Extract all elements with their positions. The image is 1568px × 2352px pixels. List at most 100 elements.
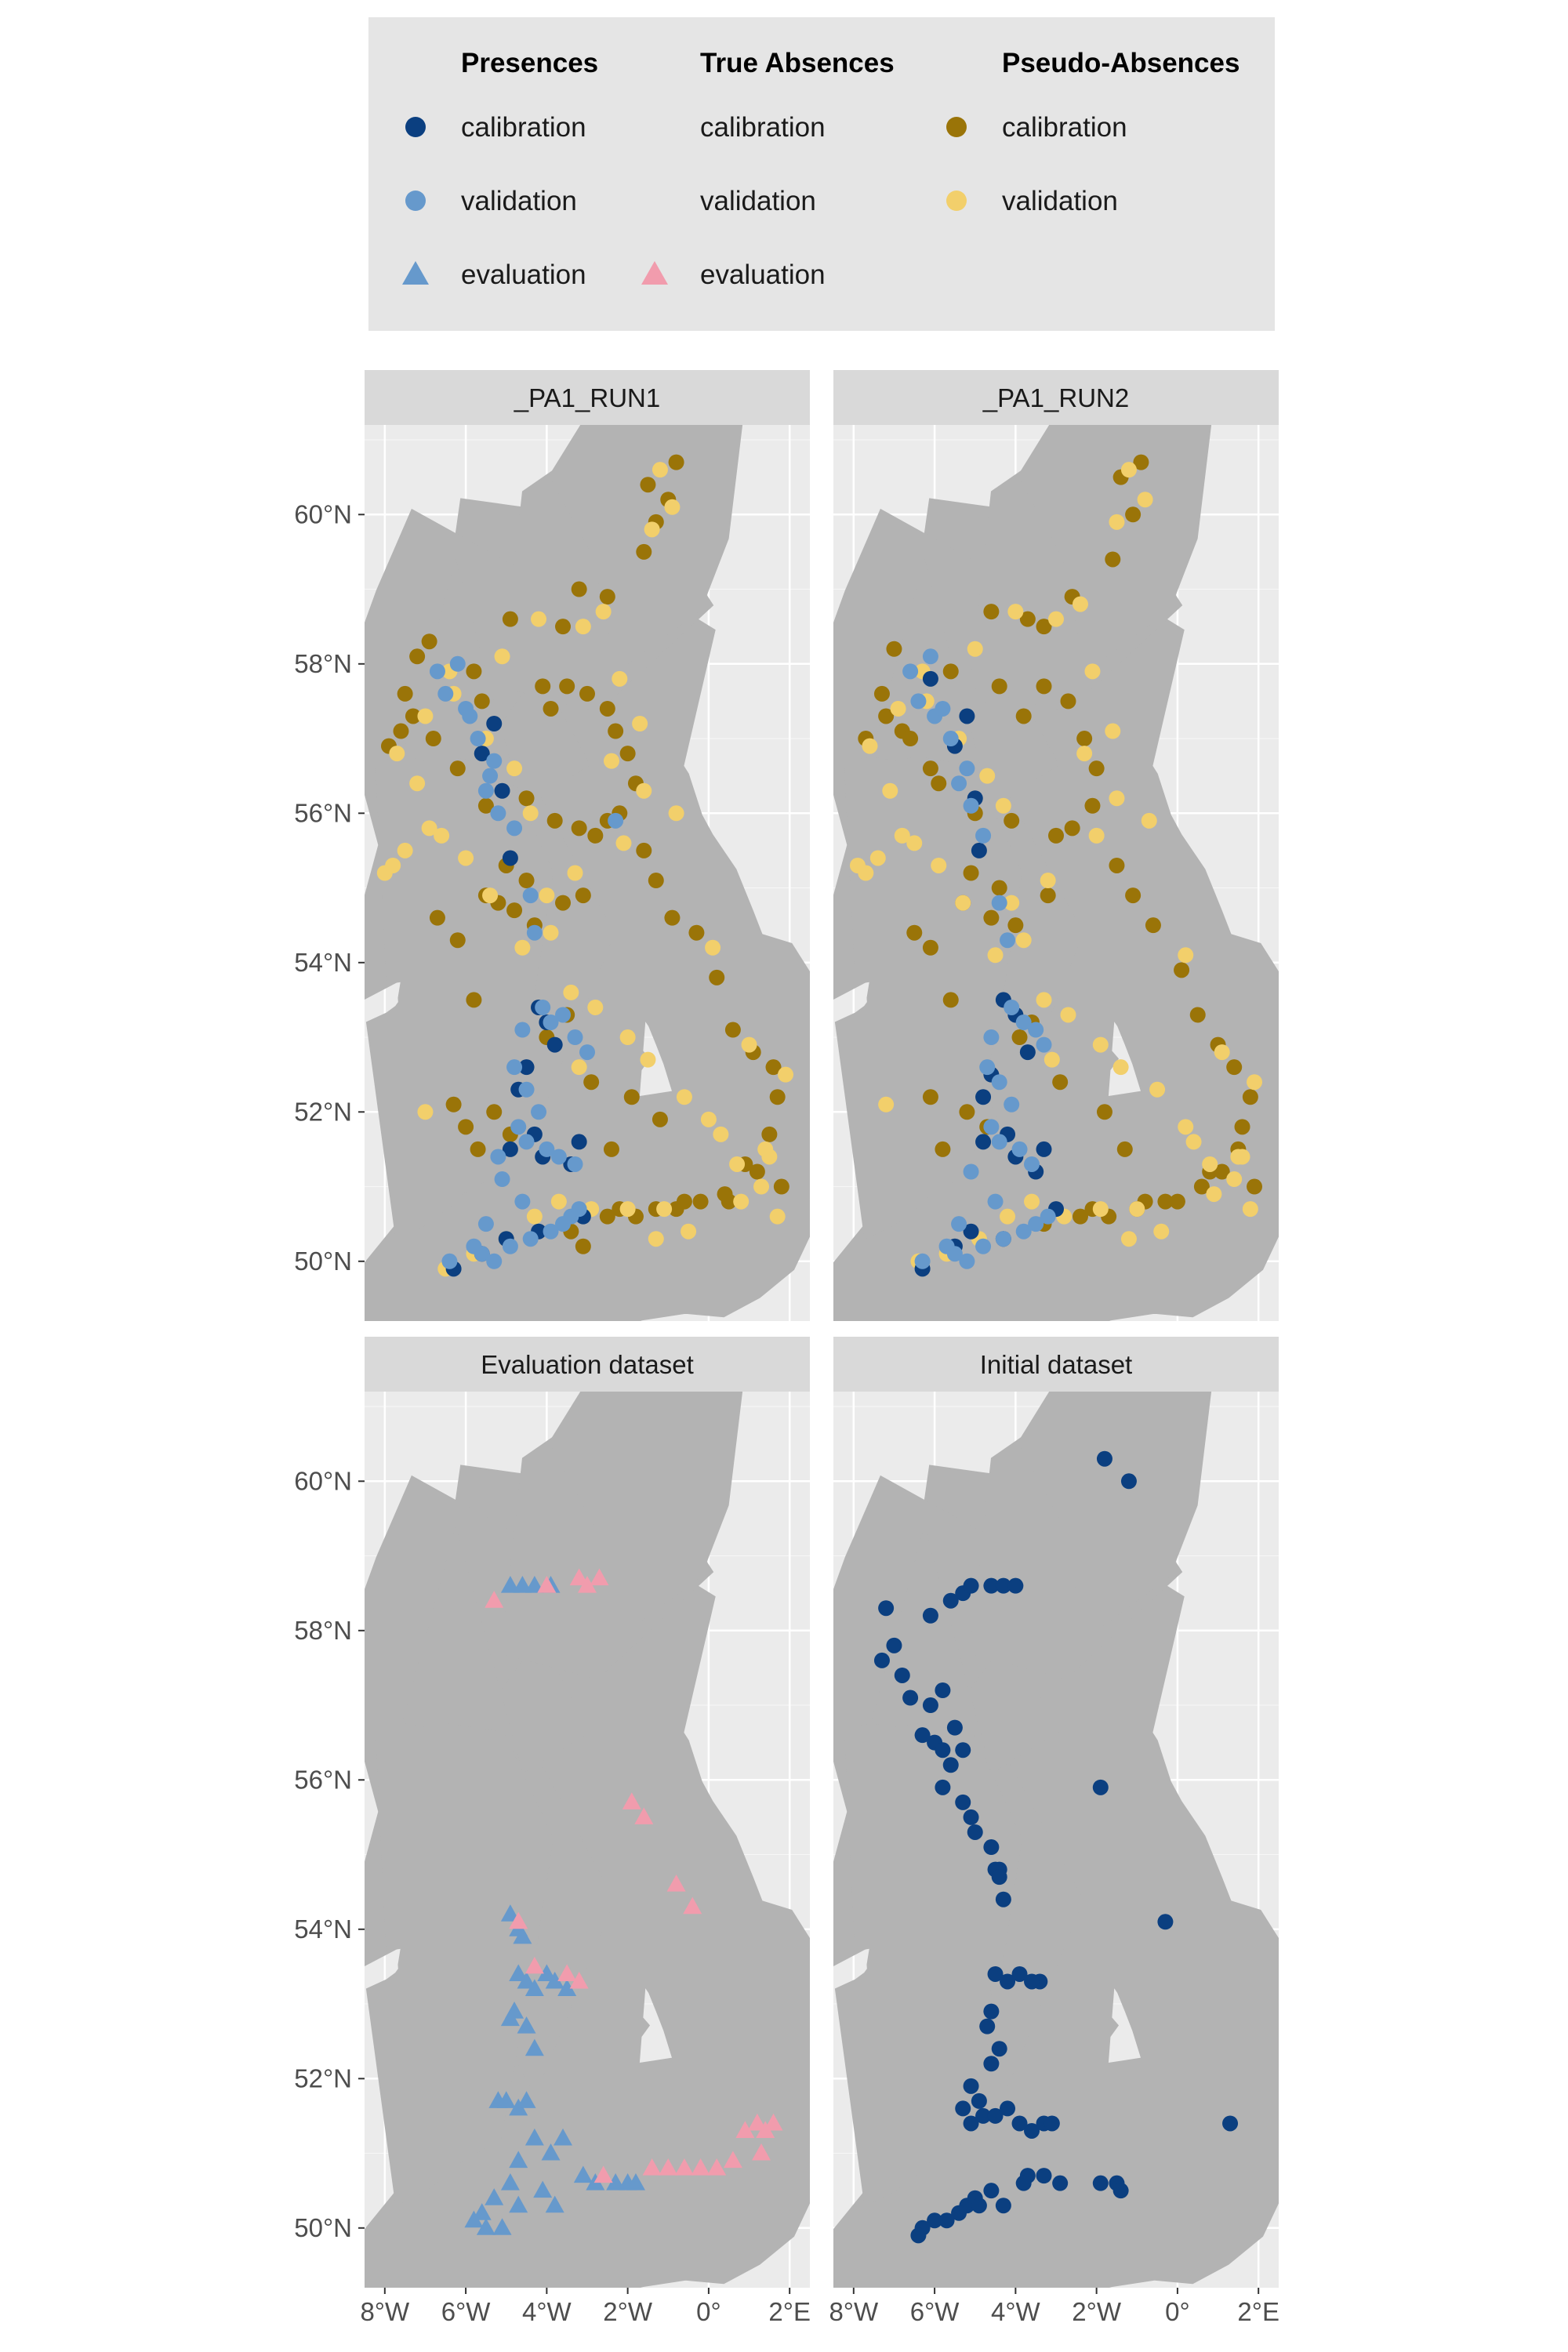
panel-title: Evaluation dataset <box>481 1350 694 1379</box>
point-presences-validation <box>543 1014 559 1030</box>
point-presences-validation <box>462 708 478 724</box>
point-pseudo-absences-validation <box>1109 514 1125 530</box>
point-pseudo-absences-calibration <box>640 477 656 493</box>
point-pseudo-absences-validation <box>421 820 437 837</box>
point-pseudo-absences-calibration <box>502 611 518 627</box>
point-pseudo-absences-calibration <box>1145 917 1161 934</box>
point-pseudo-absences-validation <box>967 641 983 657</box>
point-pseudo-absences-validation <box>1120 462 1137 478</box>
x-tick-label: 0° <box>696 2297 721 2326</box>
point-pseudo-absences-validation <box>494 648 510 665</box>
point-presences-evaluation <box>464 2210 484 2228</box>
point-presences-validation <box>550 1149 567 1165</box>
point-presences-validation <box>1011 1141 1028 1157</box>
point-pseudo-absences-calibration <box>571 820 587 837</box>
point-pseudo-absences-validation <box>1178 1119 1194 1135</box>
point-true-absences-evaluation <box>578 1576 597 1593</box>
point-presences-evaluation <box>524 2128 544 2146</box>
point-presences-validation <box>959 1253 975 1269</box>
point-pseudo-absences-calibration <box>688 924 705 941</box>
point-pseudo-absences-validation <box>1149 1081 1166 1098</box>
point-pseudo-absences-validation <box>1040 873 1056 889</box>
point-presences-presences <box>1036 2168 1052 2184</box>
point-presences-validation <box>567 1029 583 1046</box>
point-presences-validation <box>429 663 445 680</box>
point-pseudo-absences-calibration <box>623 1089 640 1105</box>
y-tick-label: 58°N <box>294 1616 352 1645</box>
point-pseudo-absences-validation <box>664 499 681 515</box>
point-pseudo-absences-validation <box>550 1193 567 1210</box>
point-pseudo-absences-validation <box>636 782 652 799</box>
point-pseudo-absences-calibration <box>749 1163 765 1180</box>
point-pseudo-absences-calibration <box>692 1193 709 1210</box>
y-tick-label: 60°N <box>294 499 352 528</box>
point-pseudo-absences-calibration <box>652 1111 668 1127</box>
x-tick-label: 4°W <box>522 2297 572 2326</box>
point-pseudo-absences-validation <box>729 1156 746 1172</box>
point-pseudo-absences-validation <box>1109 790 1125 807</box>
point-presences-validation <box>518 1081 535 1098</box>
point-pseudo-absences-validation <box>995 797 1011 814</box>
point-pseudo-absences-validation <box>1242 1201 1258 1218</box>
point-presences-presences <box>942 1757 959 1773</box>
point-pseudo-absences-calibration <box>587 827 604 844</box>
point-presences-calibration <box>502 850 518 866</box>
point-presences-presences <box>942 1592 959 1609</box>
point-pseudo-absences-calibration <box>474 693 490 710</box>
point-true-absences-evaluation <box>674 2158 694 2176</box>
point-presences-validation <box>506 820 523 837</box>
point-presences-presences <box>955 1742 971 1759</box>
point-presences-presences <box>1011 2115 1028 2132</box>
point-presences-presences <box>1044 2115 1060 2132</box>
point-presences-presences <box>1112 2183 1129 2199</box>
point-true-absences-evaluation <box>642 2158 662 2176</box>
point-pseudo-absences-validation <box>619 1029 636 1046</box>
x-tick-label: 0° <box>1165 2297 1190 2326</box>
point-pseudo-absences-validation <box>615 835 632 851</box>
point-pseudo-absences-validation <box>931 857 947 873</box>
point-pseudo-absences-validation <box>619 1201 636 1218</box>
point-pseudo-absences-validation <box>1178 947 1194 964</box>
point-pseudo-absences-validation <box>389 746 405 762</box>
point-presences-validation <box>979 1059 996 1076</box>
point-presences-validation <box>514 1022 531 1038</box>
point-pseudo-absences-calibration <box>449 932 466 949</box>
point-presences-presences <box>1092 1779 1109 1795</box>
point-pseudo-absences-calibration <box>922 939 938 956</box>
point-presences-evaluation <box>545 2195 564 2213</box>
panel-title: _PA1_RUN2 <box>982 383 1129 412</box>
point-presences-evaluation <box>500 1576 520 1593</box>
y-axis: 50°N 52°N 54°N 56°N 58°N 60°N <box>294 1466 365 2242</box>
points <box>464 1568 783 2235</box>
point-true-absences-evaluation <box>707 2158 727 2176</box>
point-pseudo-absences-calibration <box>1019 611 1036 627</box>
y-tick-label: 56°N <box>294 798 352 827</box>
point-pseudo-absences-validation <box>778 1066 794 1083</box>
y-tick-label: 50°N <box>294 2213 352 2242</box>
point-true-absences-evaluation <box>659 2158 678 2176</box>
point-pseudo-absences-validation <box>652 462 668 478</box>
point-presences-validation <box>567 1156 583 1172</box>
point-presences-validation <box>922 648 938 665</box>
point-pseudo-absences-calibration <box>873 685 890 702</box>
point-pseudo-absences-calibration <box>1125 506 1142 523</box>
point-pseudo-absences-validation <box>506 760 523 777</box>
panel-strip <box>833 370 1279 425</box>
x-tick-label: 8°W <box>360 2297 410 2326</box>
points <box>849 454 1263 1277</box>
x-tick-label: 2°W <box>1072 2297 1122 2326</box>
point-presences-validation <box>1004 1096 1020 1112</box>
y-tick-label: 54°N <box>294 948 352 977</box>
point-pseudo-absences-calibration <box>636 842 652 858</box>
point-true-absences-evaluation <box>590 1568 609 1586</box>
point-presences-calibration <box>963 1223 979 1240</box>
point-pseudo-absences-calibration <box>405 708 421 724</box>
x-tick-label: 2°E <box>1237 2297 1279 2326</box>
point-pseudo-absences-calibration <box>906 924 923 941</box>
point-pseudo-absences-validation <box>526 1208 543 1225</box>
point-pseudo-absences-calibration <box>878 708 895 724</box>
point-presences-validation <box>522 887 539 904</box>
point-pseudo-absences-validation <box>1137 492 1153 508</box>
point-pseudo-absences-validation <box>409 775 426 792</box>
point-pseudo-absences-calibration <box>983 909 1000 926</box>
